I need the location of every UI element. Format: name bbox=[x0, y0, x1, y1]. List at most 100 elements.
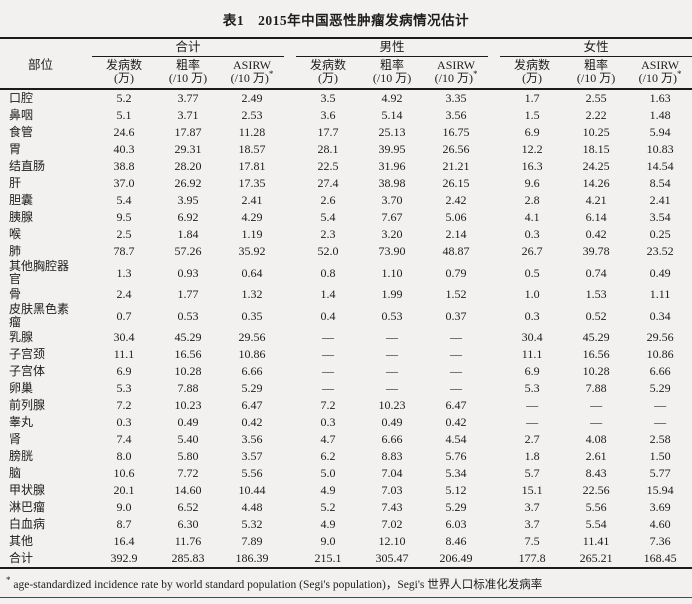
column-gap bbox=[488, 175, 500, 192]
group-header-row: 部位 合计 男性 女性 bbox=[0, 38, 692, 90]
value-cell: 6.14 bbox=[585, 210, 607, 224]
value-cell: 4.9 bbox=[320, 483, 336, 497]
column-gap bbox=[488, 533, 500, 550]
value-cell: 5.29 bbox=[445, 500, 467, 514]
site-cell: 子宫体 bbox=[9, 364, 46, 378]
value-cell: 0.42 bbox=[241, 415, 263, 429]
value-cell: 1.84 bbox=[177, 227, 199, 241]
value-cell: 0.7 bbox=[116, 308, 132, 323]
value-cell: 45.29 bbox=[582, 330, 610, 344]
site-column-header: 部位 bbox=[0, 38, 92, 90]
header-total-asirw: ASIRW (/10 万)* bbox=[220, 56, 285, 90]
value-cell: 6.47 bbox=[445, 398, 467, 412]
site-cell: 结直肠 bbox=[9, 159, 46, 173]
value-cell: 6.2 bbox=[320, 449, 336, 463]
value-cell: 5.1 bbox=[116, 108, 132, 122]
value-cell: 4.1 bbox=[524, 210, 540, 224]
value-cell: 10.23 bbox=[174, 398, 202, 412]
value-cell: 10.28 bbox=[582, 364, 610, 378]
site-cell: 脑 bbox=[9, 466, 22, 480]
value-cell: 392.9 bbox=[92, 550, 156, 569]
value-cell: 0.52 bbox=[585, 308, 607, 323]
value-cell: 0.37 bbox=[445, 308, 467, 323]
value-cell: 3.70 bbox=[381, 193, 403, 207]
site-cell: 膀胱 bbox=[9, 449, 34, 463]
value-cell: 10.86 bbox=[646, 347, 674, 361]
value-cell: — bbox=[526, 398, 539, 412]
column-gap bbox=[488, 260, 500, 286]
column-gap bbox=[284, 448, 296, 465]
value-cell: — bbox=[654, 415, 667, 429]
value-cell: 0.34 bbox=[649, 308, 671, 323]
header-total-crude: 粗率 (/10 万) bbox=[156, 56, 220, 90]
value-cell: 0.35 bbox=[241, 308, 263, 323]
value-cell: 39.78 bbox=[582, 244, 610, 258]
column-gap bbox=[488, 107, 500, 124]
value-cell: 29.56 bbox=[646, 330, 674, 344]
value-cell: 7.03 bbox=[381, 483, 403, 497]
table-row: 喉 2.5 1.84 1.19 2.3 3.20 2.14 0.3 0.42 0.25 bbox=[0, 226, 692, 243]
value-cell: 4.08 bbox=[585, 432, 607, 446]
value-cell: 1.19 bbox=[241, 227, 263, 241]
column-gap bbox=[488, 414, 500, 431]
value-cell: 5.54 bbox=[585, 517, 607, 531]
value-cell: 26.7 bbox=[521, 244, 543, 258]
value-cell: 6.66 bbox=[241, 364, 263, 378]
value-cell: 9.6 bbox=[524, 176, 540, 190]
value-cell: 7.2 bbox=[320, 398, 336, 412]
value-cell: 27.4 bbox=[317, 176, 339, 190]
value-cell: 4.54 bbox=[445, 432, 467, 446]
site-cell: 卵巢 bbox=[9, 381, 34, 395]
value-cell: 2.22 bbox=[585, 108, 607, 122]
value-cell: 2.4 bbox=[116, 287, 132, 301]
table-row: 乳腺 30.4 45.29 29.56 — — — 30.4 45.29 29.56 bbox=[0, 329, 692, 346]
table-row: 鼻咽 5.1 3.71 2.53 3.6 5.14 3.56 1.5 2.22 1.48 bbox=[0, 107, 692, 124]
value-cell: 186.39 bbox=[220, 550, 285, 569]
column-gap bbox=[488, 303, 500, 329]
column-gap bbox=[284, 346, 296, 363]
value-cell: 35.92 bbox=[238, 244, 266, 258]
column-gap bbox=[284, 107, 296, 124]
value-cell: 3.35 bbox=[445, 91, 467, 105]
value-cell: 5.40 bbox=[177, 432, 199, 446]
value-cell: 7.67 bbox=[381, 210, 403, 224]
value-cell: 7.36 bbox=[649, 534, 671, 548]
column-gap bbox=[284, 260, 296, 286]
value-cell: 31.96 bbox=[378, 159, 406, 173]
column-gap bbox=[488, 431, 500, 448]
value-cell: 26.92 bbox=[174, 176, 202, 190]
value-cell: 7.04 bbox=[381, 466, 403, 480]
value-cell: 0.25 bbox=[649, 227, 671, 241]
value-cell: 2.14 bbox=[445, 227, 467, 241]
value-cell: 285.83 bbox=[156, 550, 220, 569]
value-cell: 8.83 bbox=[381, 449, 403, 463]
column-gap bbox=[488, 516, 500, 533]
value-cell: 5.29 bbox=[241, 381, 263, 395]
value-cell: 5.7 bbox=[524, 466, 540, 480]
group-header-female: 女性 bbox=[500, 38, 692, 57]
header-male-incidence: 发病数 (万) bbox=[296, 56, 361, 90]
value-cell: 3.56 bbox=[445, 108, 467, 122]
site-cell: 胰腺 bbox=[9, 210, 34, 224]
column-gap bbox=[284, 141, 296, 158]
column-gap bbox=[284, 482, 296, 499]
value-cell: 2.3 bbox=[320, 227, 336, 241]
value-cell: 7.88 bbox=[177, 381, 199, 395]
value-cell: 206.49 bbox=[424, 550, 489, 569]
site-cell: 肺 bbox=[9, 244, 22, 258]
site-cell: 食管 bbox=[9, 125, 34, 139]
value-cell: 1.32 bbox=[241, 287, 263, 301]
value-cell: 15.1 bbox=[521, 483, 543, 497]
value-cell: — bbox=[590, 415, 603, 429]
column-gap bbox=[284, 158, 296, 175]
value-cell: 7.43 bbox=[381, 500, 403, 514]
value-cell: 38.8 bbox=[113, 159, 135, 173]
site-cell: 肾 bbox=[9, 432, 22, 446]
site-cell: 鼻咽 bbox=[9, 108, 34, 122]
value-cell: — bbox=[526, 415, 539, 429]
site-cell: 前列腺 bbox=[9, 398, 46, 412]
table-row: 食管 24.6 17.87 11.28 17.7 25.13 16.75 6.9 10.25 5.… bbox=[0, 124, 692, 141]
value-cell: 5.34 bbox=[445, 466, 467, 480]
value-cell: 6.66 bbox=[649, 364, 671, 378]
value-cell: — bbox=[386, 347, 399, 361]
